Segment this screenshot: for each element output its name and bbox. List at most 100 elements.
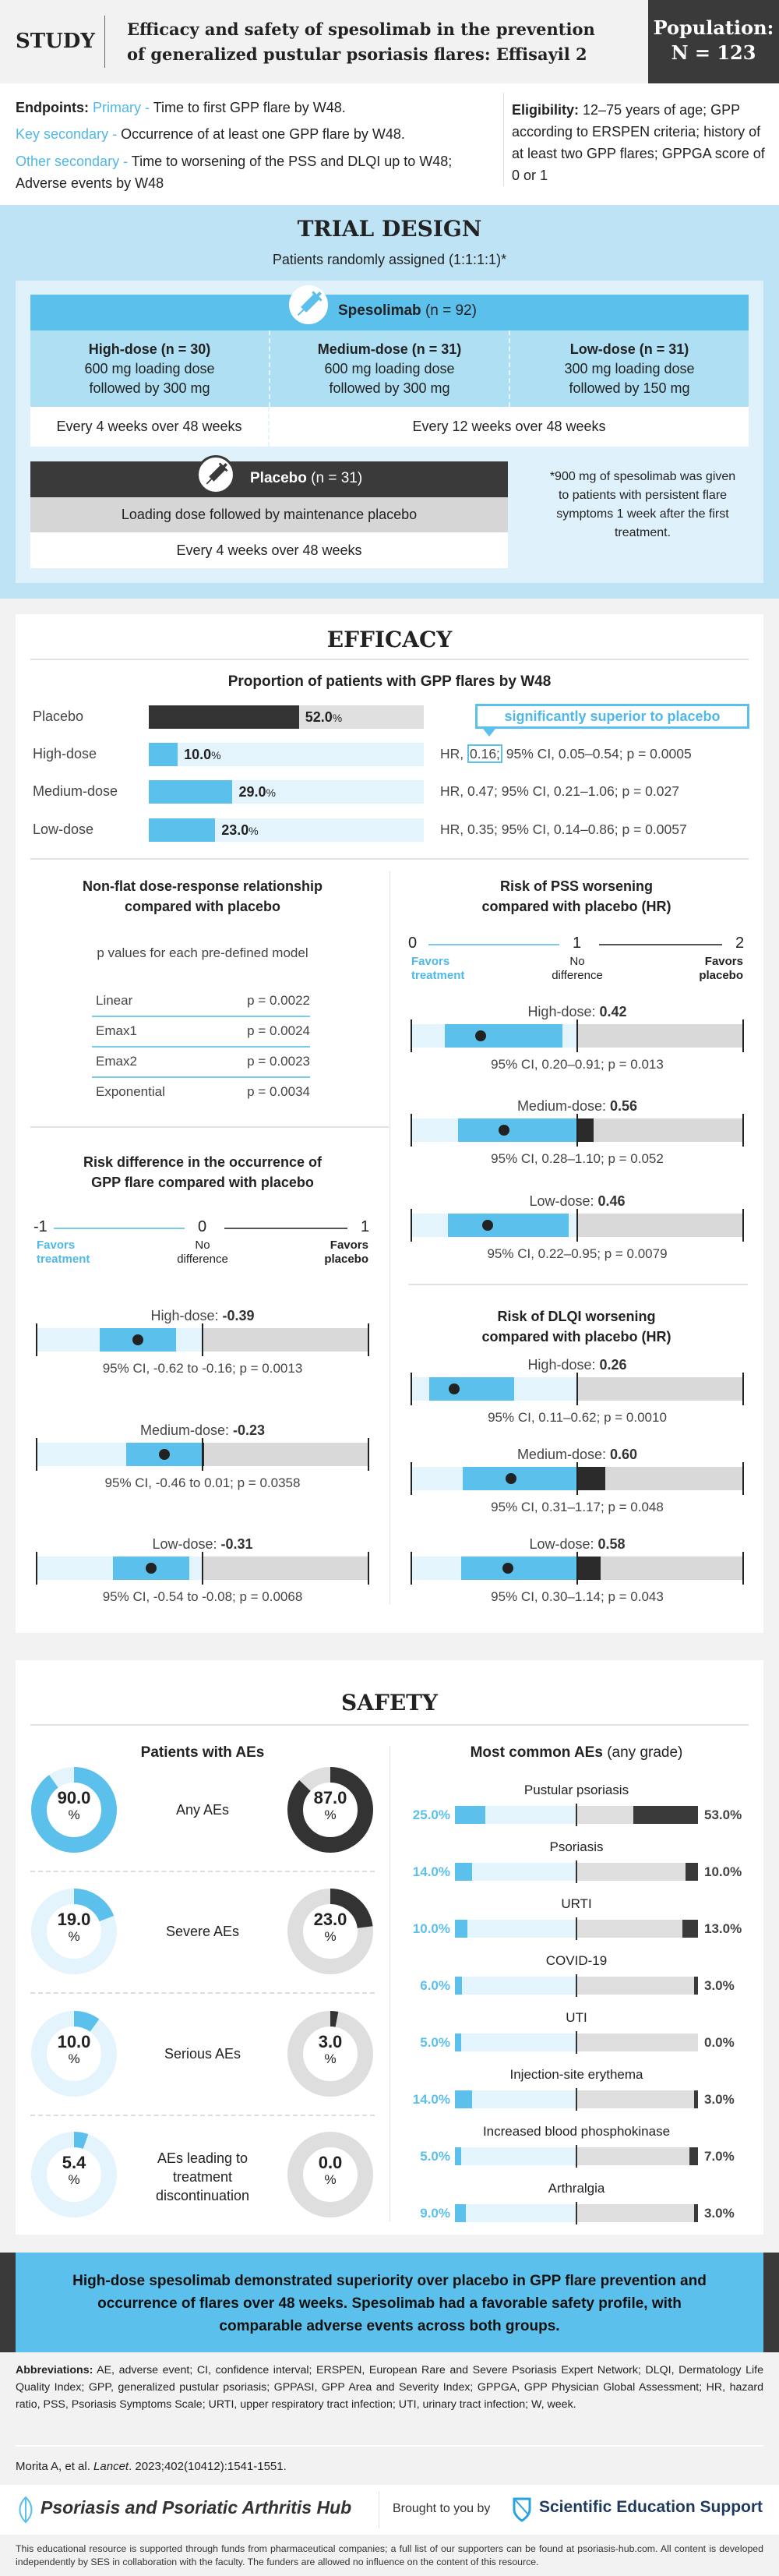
- dose-label: Low-dose:: [529, 1536, 598, 1552]
- arm-dose: 600 mg loading dose: [324, 361, 455, 376]
- hr-text-part: HR,: [440, 746, 467, 761]
- axis-tick: [202, 1552, 203, 1585]
- dose-label: Medium-dose:: [516, 1098, 610, 1114]
- label-line: Favors: [330, 1239, 368, 1252]
- forest-row-label: Low-dose: -0.31: [37, 1536, 368, 1553]
- label-line: treatment: [411, 969, 465, 982]
- confidence-interval-above-ref: [577, 1467, 606, 1490]
- estimate-value: -0.31: [220, 1536, 253, 1552]
- axis-tick: [742, 1114, 744, 1147]
- placebo-track: [576, 2147, 698, 2165]
- title-line: GPP flare compared with placebo: [91, 1175, 314, 1190]
- spesolimab-header: Spesolimab (n = 92): [30, 285, 749, 330]
- header-divider: [104, 16, 105, 68]
- spesolimab-track: [455, 1920, 576, 1938]
- axis-tick: [368, 1438, 369, 1471]
- placebo-ae-value: 10.0%: [704, 1864, 742, 1879]
- estimate-value: -0.39: [222, 1308, 255, 1323]
- forest-row-label: High-dose: 0.26: [411, 1357, 743, 1373]
- estimate-value: 0.58: [597, 1536, 626, 1552]
- arm-dose: 300 mg loading dose: [564, 361, 695, 376]
- label-line: difference: [552, 969, 603, 982]
- axis-tick: [576, 1019, 578, 1052]
- donut-chart: [31, 1889, 117, 1974]
- donut-value: 0.0%: [299, 2154, 361, 2189]
- endpoints-label: Endpoints:: [16, 100, 89, 115]
- spesolimab-ae-value: 9.0%: [420, 2206, 450, 2221]
- syringe-icon: [196, 455, 235, 494]
- placebo-schedule: Every 4 weeks over 48 weeks: [30, 532, 508, 568]
- donut-value: 10.0%: [43, 2034, 105, 2068]
- label-line: Favors: [37, 1239, 76, 1252]
- spesolimab-bar: [455, 2090, 472, 2108]
- bar-value-number: 10.0: [184, 747, 212, 762]
- point-estimate-dot: [475, 1030, 487, 1041]
- center-tick: [576, 1974, 577, 1997]
- divider: [16, 2445, 763, 2447]
- confidence-interval-bar: [444, 1024, 562, 1048]
- model-p-value: p = 0.0022: [247, 993, 310, 1008]
- dose-label: High-dose:: [527, 1004, 600, 1019]
- schedule-high: Every 4 weeks over 48 weeks: [30, 407, 270, 447]
- favors-placebo-label: Favors placebo: [324, 1239, 368, 1267]
- hub-logo-text[interactable]: Psoriasis and Psoriatic Arthritis Hub: [41, 2497, 352, 2518]
- bar-value-percent: %: [249, 825, 259, 837]
- bar-value: 10.0%: [184, 747, 221, 763]
- placebo-bar: [694, 2090, 698, 2108]
- donut-value-number: 87.0: [313, 1788, 347, 1807]
- axis-tick: [742, 1552, 744, 1585]
- donut-percent: %: [324, 2172, 337, 2187]
- placebo-track: [576, 2204, 698, 2222]
- placebo-dosing: Loading dose followed by maintenance pla…: [30, 497, 508, 532]
- point-estimate-dot: [505, 1473, 516, 1484]
- donut-chart: [287, 1767, 373, 1853]
- axis-tick: [368, 1552, 369, 1585]
- donut-percent: %: [324, 1807, 337, 1822]
- axis-line-treatment: [54, 1228, 185, 1229]
- confidence-interval-text: 95% CI, -0.54 to -0.08; p = 0.0068: [102, 1589, 303, 1604]
- ses-logo-text[interactable]: Scientific Education Support: [539, 2498, 763, 2516]
- placebo-ae-value: 0.0%: [704, 2035, 735, 2050]
- primary-label: Primary -: [93, 100, 150, 115]
- spesolimab-track: [455, 2034, 576, 2051]
- callout-pointer-icon: [483, 729, 495, 737]
- axis-tick: [576, 1114, 578, 1147]
- spesolimab-track: [455, 1863, 576, 1881]
- no-difference-label: No difference: [156, 1239, 249, 1267]
- axis-tick: [742, 1209, 744, 1242]
- axis-tick: [411, 1552, 412, 1585]
- risk-diff-title: Risk difference in the occurrence of GPP…: [16, 1152, 390, 1193]
- point-estimate-dot: [449, 1383, 460, 1394]
- axis-max-label: 1: [361, 1218, 370, 1235]
- study-title-line2: of generalized pustular psoriasis flares…: [127, 44, 587, 64]
- arm-high-dose: High-dose (n = 30) 600 mg loading dose fol…: [30, 330, 270, 407]
- label-line: placebo: [324, 1253, 368, 1266]
- divider: [30, 1126, 389, 1128]
- arm-dose: followed by 300 mg: [329, 380, 450, 396]
- axis-tick: [742, 1019, 744, 1052]
- axis-tick: [411, 1462, 412, 1495]
- estimate-value: 0.60: [610, 1447, 638, 1462]
- label-line: treatment: [37, 1253, 90, 1266]
- model-name: Emax2: [96, 1054, 137, 1069]
- forest-bar: [36, 1552, 369, 1585]
- dose-label: Low-dose:: [152, 1536, 221, 1552]
- bar-label: Medium-dose: [33, 783, 118, 799]
- spesolimab-ae-value: 10.0%: [412, 1921, 450, 1936]
- title-line: Risk of DLQI worsening: [497, 1309, 656, 1324]
- label-line: Favors: [411, 955, 450, 968]
- forest-row-label: Medium-dose: -0.23: [37, 1422, 368, 1439]
- donut-chart: [287, 2132, 373, 2217]
- point-estimate-dot: [481, 1220, 493, 1231]
- forest-row-label: High-dose: 0.42: [411, 1004, 743, 1020]
- donut-value-number: 23.0: [313, 1910, 347, 1929]
- forest-row-label: Medium-dose: 0.60: [411, 1447, 743, 1463]
- axis-ref-label: 1: [573, 935, 582, 952]
- bar-value-percent: %: [332, 712, 343, 724]
- donut-value-number: 90.0: [57, 1788, 91, 1807]
- ae-name: COVID-19: [545, 1953, 608, 1968]
- dlqi-title: Risk of DLQI worsening compared with pla…: [390, 1306, 763, 1347]
- placebo-track: [576, 1920, 698, 1938]
- placebo-ae-value: 3.0%: [704, 2092, 735, 2107]
- efficacy-card: EFFICACY Proportion of patients with GPP…: [16, 614, 763, 1633]
